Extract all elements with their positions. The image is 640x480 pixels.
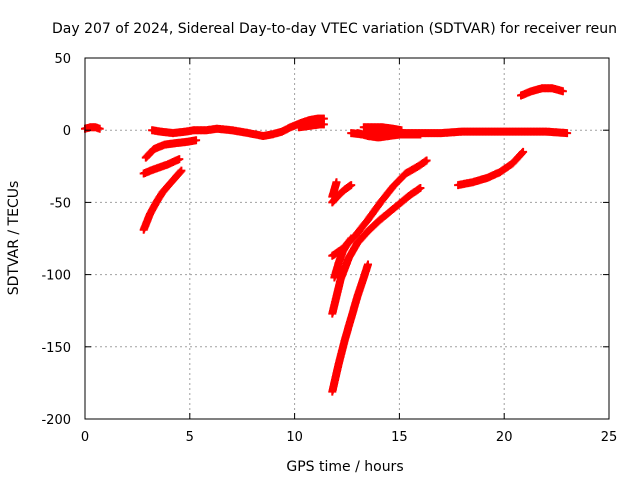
data-point bbox=[175, 155, 184, 164]
y-tick-label: 50 bbox=[54, 52, 71, 67]
data-series-segment bbox=[454, 147, 528, 190]
x-axis-label: GPS time / hours bbox=[286, 459, 403, 475]
data-point bbox=[563, 129, 572, 138]
data-point bbox=[332, 178, 341, 187]
x-tick-label: 25 bbox=[601, 430, 618, 445]
data-point bbox=[519, 147, 528, 156]
y-tick-label: -150 bbox=[41, 341, 71, 356]
data-series-segment bbox=[517, 84, 567, 100]
data-point bbox=[177, 166, 186, 175]
data-point bbox=[95, 124, 104, 133]
data-series-segment bbox=[139, 166, 186, 234]
data-point bbox=[347, 234, 356, 243]
data-point bbox=[347, 181, 356, 190]
data-series-segment bbox=[330, 234, 356, 282]
data-points bbox=[81, 84, 572, 396]
x-tick-label: 5 bbox=[186, 430, 194, 445]
x-tick-label: 0 bbox=[81, 430, 89, 445]
data-series-segment bbox=[294, 120, 328, 132]
plot-frame bbox=[84, 57, 610, 420]
y-tick-label: -200 bbox=[41, 413, 71, 428]
chart-title: Day 207 of 2024, Sidereal Day-to-day VTE… bbox=[52, 21, 617, 37]
data-point bbox=[422, 156, 431, 165]
x-tick-label: 20 bbox=[496, 430, 513, 445]
x-tick-label: 10 bbox=[286, 430, 303, 445]
data-series-segment bbox=[267, 114, 328, 139]
y-tick-label: -100 bbox=[41, 269, 71, 284]
data-series-segment bbox=[328, 181, 356, 207]
data-point bbox=[319, 120, 328, 129]
data-point bbox=[416, 130, 425, 139]
data-series-segment bbox=[141, 136, 201, 162]
data-point bbox=[416, 184, 425, 192]
data-series-segment bbox=[353, 129, 425, 142]
y-tick-label: -50 bbox=[50, 196, 71, 211]
data-point bbox=[192, 136, 201, 145]
data-series-segment bbox=[139, 155, 184, 178]
y-tick-label: 0 bbox=[63, 124, 71, 139]
y-axis-label: SDTVAR / TECUs bbox=[6, 181, 22, 296]
axis-ticks: 0 5 10 15 20 25 50 0 -50 -100 -150 -200 bbox=[41, 52, 617, 445]
data-series-segment bbox=[328, 260, 372, 396]
data-point bbox=[558, 87, 567, 96]
x-tick-label: 15 bbox=[391, 430, 408, 445]
data-series-segment bbox=[328, 184, 425, 318]
data-point bbox=[364, 260, 372, 269]
